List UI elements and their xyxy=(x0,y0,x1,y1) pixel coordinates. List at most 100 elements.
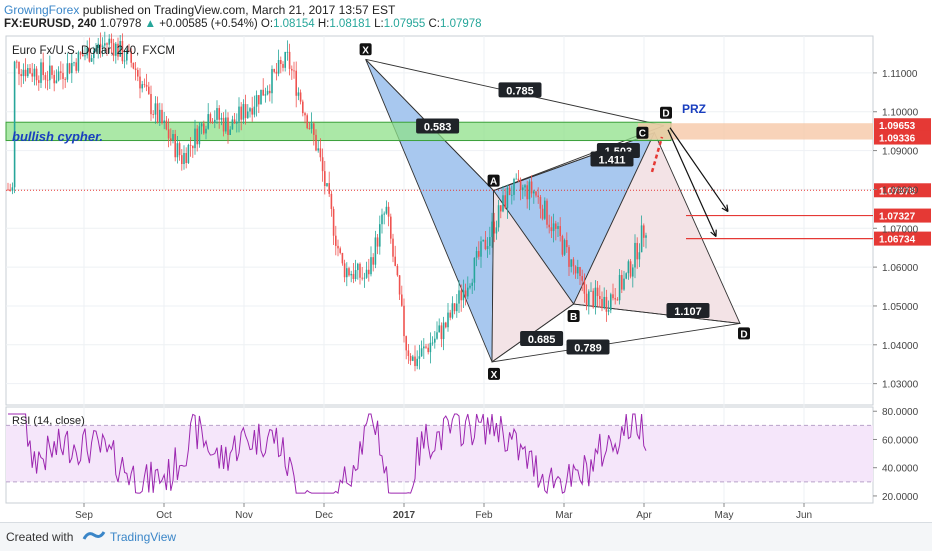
candle-body xyxy=(638,252,641,260)
candle-body xyxy=(112,43,115,56)
candle-body xyxy=(233,119,236,124)
main-pane-frame xyxy=(5,35,874,406)
candle-body xyxy=(623,278,625,290)
candle-body xyxy=(220,117,223,120)
candle-body xyxy=(150,94,152,115)
candle-body xyxy=(255,95,258,107)
candle-body xyxy=(605,296,608,312)
candle-body xyxy=(568,247,570,267)
candle-body xyxy=(469,285,471,288)
y-tick-label: 1.07000 xyxy=(882,224,919,235)
price-chart[interactable]: 0.7850.5831.5031.4110.6850.7891.107XABCD… xyxy=(0,0,932,522)
candle-body xyxy=(167,129,170,139)
candle-body xyxy=(596,287,599,297)
candle-body xyxy=(148,86,150,95)
candle-body xyxy=(326,183,328,187)
tradingview-brand[interactable]: TradingView xyxy=(110,530,177,544)
candle-body xyxy=(110,38,113,44)
price-label: 1.06734 xyxy=(879,235,916,246)
candle-body xyxy=(610,294,612,311)
candle-body xyxy=(387,206,390,217)
candle-body xyxy=(317,148,319,151)
candle-body xyxy=(401,294,403,306)
candle-body xyxy=(286,51,289,53)
candle-body xyxy=(93,51,95,59)
candle-body xyxy=(200,123,203,127)
candle-body xyxy=(363,277,366,279)
candle-body xyxy=(16,61,18,63)
candle-body xyxy=(506,187,509,208)
y-tick-label: 1.05000 xyxy=(882,302,919,313)
point-label: B xyxy=(570,312,577,323)
candle-body xyxy=(599,296,601,300)
point-label-bg xyxy=(738,327,750,340)
candle-body xyxy=(264,94,267,96)
point-label: X xyxy=(362,45,369,56)
candle-body xyxy=(99,43,102,48)
candle-body xyxy=(495,227,498,234)
candle-body xyxy=(64,78,66,80)
candle-body xyxy=(123,60,126,62)
candle-body xyxy=(231,119,234,130)
candle-body xyxy=(616,299,619,301)
arrow-head xyxy=(710,229,717,238)
candle-body xyxy=(225,117,227,132)
candle-body xyxy=(174,134,176,158)
candle-body xyxy=(203,123,205,134)
open-value: 1.08154 xyxy=(273,18,315,30)
point-label-bg xyxy=(488,367,500,380)
candle-body xyxy=(535,191,537,196)
publisher-name[interactable]: GrowingForex xyxy=(4,3,80,17)
rsi-tick-label: 20.0000 xyxy=(882,492,919,503)
candle-body xyxy=(352,273,355,279)
candle-body xyxy=(57,71,60,81)
candle-body xyxy=(73,62,75,64)
candle-body xyxy=(365,269,368,278)
candle-body xyxy=(95,47,97,52)
y-tick-label: 1.04000 xyxy=(882,341,919,352)
candle-body xyxy=(152,114,154,116)
candle-body xyxy=(381,214,383,225)
candle-body xyxy=(277,60,280,74)
candle-body xyxy=(618,275,621,301)
candle-body xyxy=(372,257,374,265)
candle-body xyxy=(130,51,132,63)
candle-body xyxy=(55,80,58,84)
candle-body xyxy=(491,221,493,238)
candle-body xyxy=(242,104,245,120)
candle-body xyxy=(583,280,586,294)
candle-body xyxy=(561,236,564,255)
candle-body xyxy=(121,41,124,62)
candle-body xyxy=(269,90,271,94)
candle-body xyxy=(299,92,302,102)
candle-body xyxy=(574,266,577,274)
candle-body xyxy=(405,336,407,351)
ratio-label-bg xyxy=(498,82,542,98)
candle-body xyxy=(471,282,473,286)
candle-body xyxy=(132,62,135,69)
candle-body xyxy=(566,240,568,248)
point-label: D xyxy=(662,109,669,120)
candle-body xyxy=(38,80,40,83)
prz-entry-dash xyxy=(650,136,664,173)
candle-body xyxy=(478,251,480,257)
candle-body xyxy=(297,92,300,96)
candle-body xyxy=(308,128,311,129)
rsi-title: RSI (14, close) xyxy=(12,415,85,427)
candle-body xyxy=(295,70,297,96)
candle-body xyxy=(376,237,379,247)
candle-body xyxy=(75,62,77,71)
point-label: X xyxy=(491,370,498,381)
candle-body xyxy=(128,50,130,52)
candle-body xyxy=(467,287,469,297)
candle-body xyxy=(361,277,363,279)
candle-body xyxy=(414,356,416,367)
candle-body xyxy=(53,74,55,84)
candle-body xyxy=(429,342,432,353)
candle-body xyxy=(632,267,634,277)
candle-body xyxy=(504,195,506,208)
candle-body xyxy=(486,246,489,250)
high-label: H: xyxy=(317,18,330,30)
symbol-label: FX:EURUSD, 240 xyxy=(4,18,97,30)
candle-body xyxy=(282,64,284,68)
